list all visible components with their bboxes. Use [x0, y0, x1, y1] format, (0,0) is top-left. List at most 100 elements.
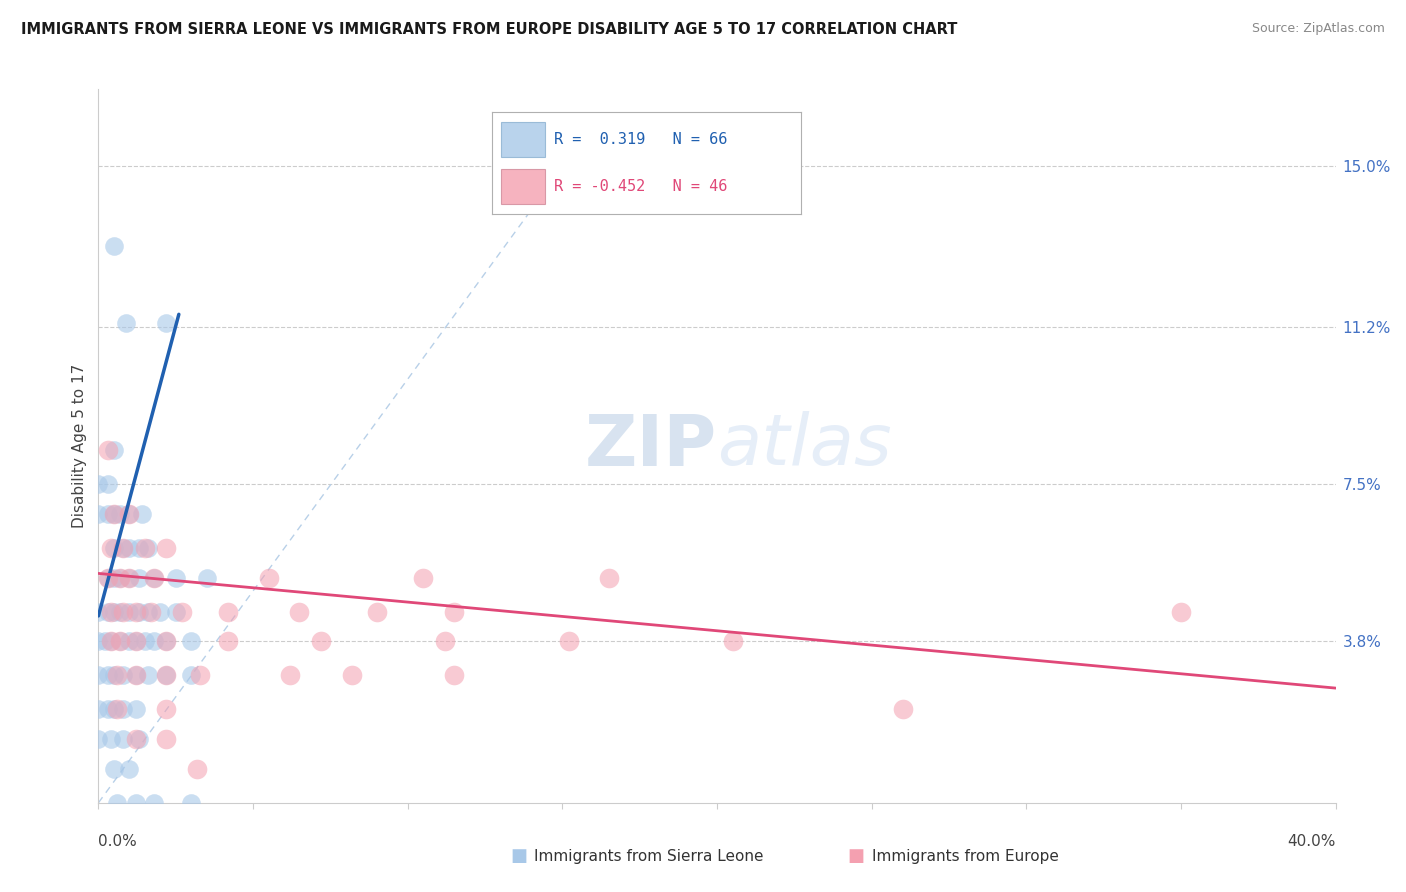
Point: [143, 571, 166, 585]
Text: ■: ■: [848, 847, 865, 865]
Point: [155, 634, 177, 648]
Point: [136, 541, 159, 555]
Point: [100, 605, 122, 619]
Point: [891, 702, 914, 716]
Point: [155, 668, 177, 682]
Bar: [502, 169, 544, 204]
Point: [112, 541, 135, 555]
Point: [118, 507, 141, 521]
Point: [87, 634, 110, 648]
Point: [87, 507, 110, 521]
Point: [195, 571, 218, 585]
Text: R =  0.319   N = 66: R = 0.319 N = 66: [554, 132, 727, 146]
Point: [108, 634, 131, 648]
Point: [103, 541, 125, 555]
Point: [100, 541, 122, 555]
Point: [598, 571, 620, 585]
Text: Immigrants from Europe: Immigrants from Europe: [872, 849, 1059, 863]
Point: [93, 634, 115, 648]
Point: [118, 634, 141, 648]
Point: [143, 571, 166, 585]
Point: [1170, 605, 1192, 619]
Point: [103, 443, 125, 458]
Point: [103, 702, 125, 716]
Point: [165, 571, 187, 585]
Point: [721, 634, 744, 648]
Point: [108, 634, 131, 648]
Point: [118, 507, 141, 521]
Y-axis label: Disability Age 5 to 17: Disability Age 5 to 17: [72, 364, 87, 528]
Point: [97, 571, 120, 585]
Point: [180, 796, 202, 810]
Point: [97, 702, 120, 716]
Point: [112, 702, 135, 716]
Point: [124, 605, 146, 619]
Point: [186, 762, 208, 776]
Point: [131, 507, 153, 521]
Point: [87, 477, 110, 491]
Point: [124, 634, 146, 648]
Point: [112, 541, 135, 555]
Point: [87, 702, 110, 716]
Point: [103, 762, 125, 776]
Point: [278, 668, 301, 682]
Point: [155, 668, 177, 682]
Point: [103, 507, 125, 521]
Text: ZIP: ZIP: [585, 411, 717, 481]
Point: [128, 571, 150, 585]
Point: [257, 571, 280, 585]
Point: [97, 507, 120, 521]
Point: [112, 668, 135, 682]
Point: [112, 605, 135, 619]
Point: [115, 316, 138, 330]
Point: [165, 605, 187, 619]
Point: [128, 541, 150, 555]
Point: [118, 762, 141, 776]
Point: [87, 732, 110, 747]
Point: [118, 571, 141, 585]
Point: [97, 605, 120, 619]
Text: 0.0%: 0.0%: [98, 834, 138, 849]
Point: [136, 605, 159, 619]
Point: [134, 541, 156, 555]
Point: [124, 702, 146, 716]
Point: [100, 732, 122, 747]
Text: Immigrants from Sierra Leone: Immigrants from Sierra Leone: [534, 849, 763, 863]
Point: [443, 668, 465, 682]
Point: [124, 634, 146, 648]
Text: Source: ZipAtlas.com: Source: ZipAtlas.com: [1251, 22, 1385, 36]
Point: [103, 668, 125, 682]
Point: [134, 634, 156, 648]
Text: IMMIGRANTS FROM SIERRA LEONE VS IMMIGRANTS FROM EUROPE DISABILITY AGE 5 TO 17 CO: IMMIGRANTS FROM SIERRA LEONE VS IMMIGRAN…: [21, 22, 957, 37]
Point: [103, 605, 125, 619]
Point: [105, 796, 128, 810]
Text: 40.0%: 40.0%: [1288, 834, 1336, 849]
Point: [108, 571, 131, 585]
Point: [139, 605, 162, 619]
Text: R = -0.452   N = 46: R = -0.452 N = 46: [554, 179, 727, 194]
Point: [143, 634, 166, 648]
Point: [136, 668, 159, 682]
Point: [340, 668, 363, 682]
Point: [443, 605, 465, 619]
Point: [155, 541, 177, 555]
Point: [87, 605, 110, 619]
Point: [103, 507, 125, 521]
Point: [118, 605, 141, 619]
Point: [103, 239, 125, 253]
Point: [180, 634, 202, 648]
Point: [190, 668, 212, 682]
Point: [217, 605, 239, 619]
Point: [155, 634, 177, 648]
Point: [112, 732, 135, 747]
Point: [97, 477, 120, 491]
Point: [124, 668, 146, 682]
Point: [97, 443, 120, 458]
Point: [155, 702, 177, 716]
Point: [155, 732, 177, 747]
Bar: [502, 122, 544, 157]
Point: [170, 605, 193, 619]
Point: [103, 571, 125, 585]
Point: [124, 796, 146, 810]
Point: [217, 634, 239, 648]
